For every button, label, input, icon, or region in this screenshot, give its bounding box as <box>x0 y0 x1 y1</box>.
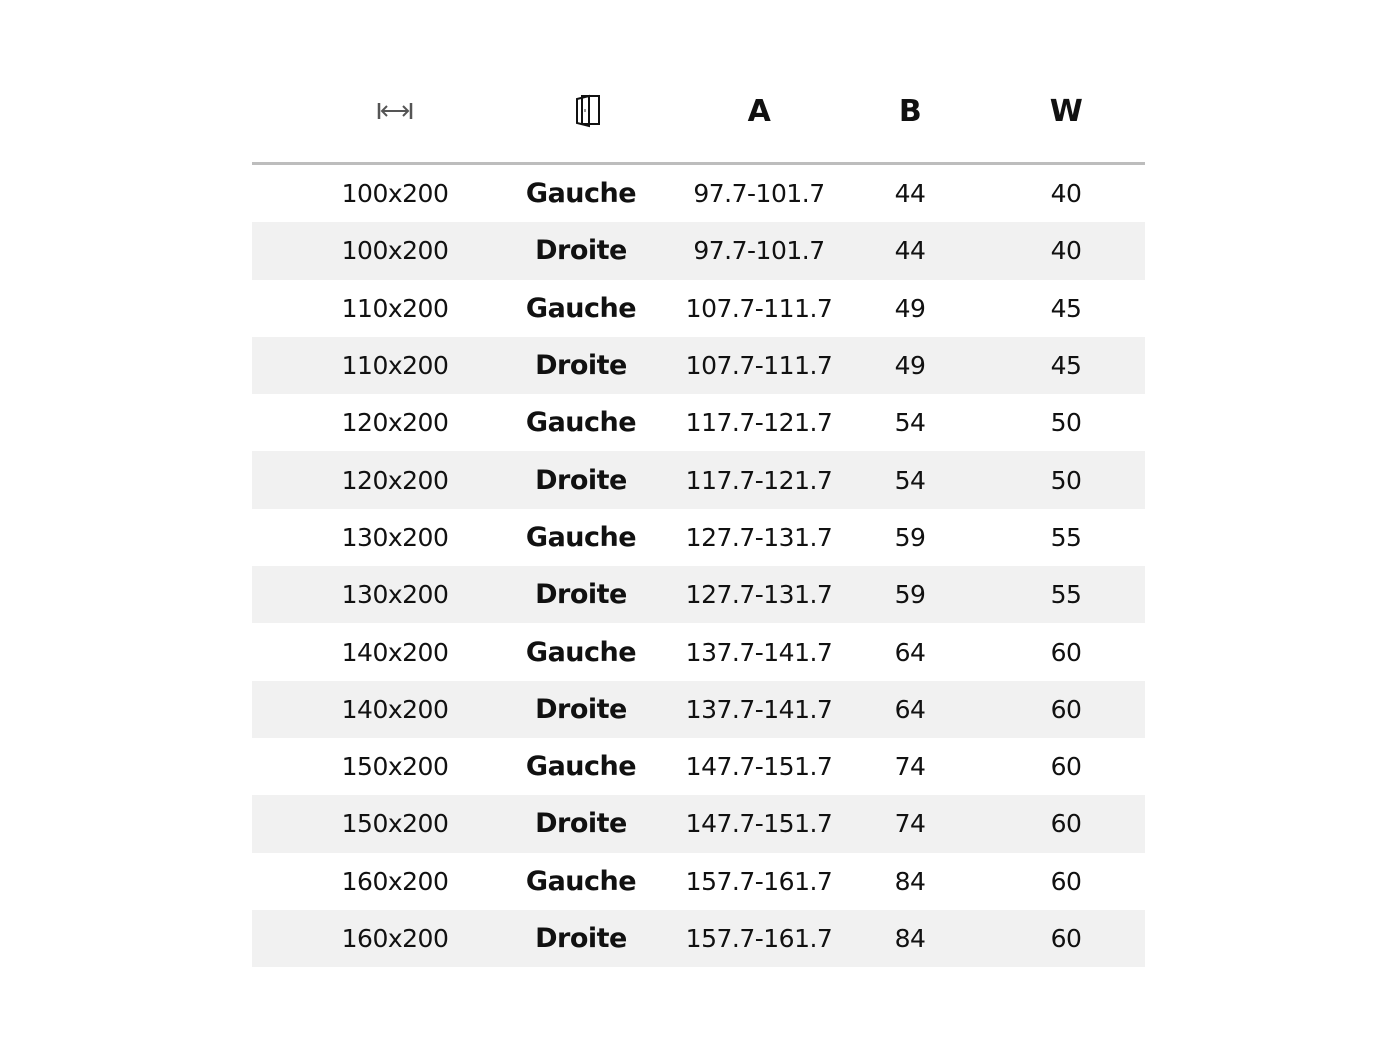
cell-side: Gauche <box>525 636 637 668</box>
cell-b: 84 <box>894 866 926 896</box>
cell-b: 54 <box>894 408 926 438</box>
cell-a: 137.7-141.7 <box>685 694 833 724</box>
cell-side: Droite <box>535 808 627 840</box>
cell-a: 97.7-101.7 <box>693 236 825 266</box>
cell-size: 150x200 <box>341 809 449 839</box>
cell-size: 100x200 <box>341 236 449 266</box>
table-row: 150x200 Gauche 147.7-151.7 74 60 <box>252 738 1145 795</box>
cell-size: 120x200 <box>341 408 449 438</box>
dimensions-table: A B W 100x200 Gauche 97.7-101.7 44 40 100x200… <box>252 60 1145 968</box>
cell-size: 110x200 <box>341 351 449 381</box>
cell-b: 49 <box>894 293 926 323</box>
cell-side: Droite <box>535 693 627 725</box>
width-arrows-icon <box>377 60 413 162</box>
cell-side: Droite <box>535 350 627 382</box>
cell-a: 97.7-101.7 <box>693 179 825 209</box>
cell-side: Gauche <box>525 178 637 210</box>
header-a: A <box>747 93 771 129</box>
cell-b: 54 <box>894 465 926 495</box>
cell-a: 147.7-151.7 <box>685 809 833 839</box>
cell-a: 157.7-161.7 <box>685 866 833 896</box>
cell-b: 74 <box>894 809 926 839</box>
cell-size: 130x200 <box>341 522 449 552</box>
cell-w: 55 <box>1050 580 1082 610</box>
cell-a: 157.7-161.7 <box>685 924 833 953</box>
cell-size: 160x200 <box>341 924 449 953</box>
table-row: 100x200 Droite 97.7-101.7 44 40 <box>252 222 1145 280</box>
cell-b: 74 <box>894 752 926 782</box>
cell-a: 147.7-151.7 <box>685 752 833 782</box>
cell-a: 117.7-121.7 <box>685 465 833 495</box>
table-row: 140x200 Droite 137.7-141.7 64 60 <box>252 680 1145 738</box>
cell-w: 45 <box>1050 293 1082 323</box>
table-row: 130x200 Gauche 127.7-131.7 59 55 <box>252 509 1145 566</box>
cell-a: 127.7-131.7 <box>685 580 833 610</box>
cell-a: 127.7-131.7 <box>685 522 833 552</box>
cell-b: 59 <box>894 522 926 552</box>
cell-size: 150x200 <box>341 752 449 782</box>
cell-b: 44 <box>894 179 926 209</box>
cell-side: Gauche <box>525 407 637 439</box>
table-row: 160x200 Droite 157.7-161.7 84 60 <box>252 909 1145 968</box>
cell-w: 40 <box>1050 236 1082 266</box>
cell-side: Droite <box>535 579 627 611</box>
cell-b: 49 <box>894 351 926 381</box>
cell-size: 140x200 <box>341 637 449 667</box>
cell-w: 60 <box>1050 924 1082 953</box>
cell-size: 160x200 <box>341 866 449 896</box>
cell-side: Droite <box>535 464 627 496</box>
door-icon <box>575 60 601 162</box>
cell-a: 107.7-111.7 <box>685 293 833 323</box>
table-header: A B W <box>252 60 1145 165</box>
cell-a: 107.7-111.7 <box>685 351 833 381</box>
cell-w: 60 <box>1050 809 1082 839</box>
header-b: B <box>898 93 922 129</box>
cell-side: Gauche <box>525 865 637 897</box>
cell-w: 45 <box>1050 351 1082 381</box>
cell-b: 59 <box>894 580 926 610</box>
cell-b: 44 <box>894 236 926 266</box>
table-row: 160x200 Gauche 157.7-161.7 84 60 <box>252 853 1145 910</box>
cell-w: 50 <box>1050 408 1082 438</box>
cell-b: 64 <box>894 637 926 667</box>
table-row: 120x200 Gauche 117.7-121.7 54 50 <box>252 394 1145 451</box>
cell-a: 137.7-141.7 <box>685 637 833 667</box>
cell-w: 50 <box>1050 465 1082 495</box>
header-w: W <box>1049 93 1083 129</box>
table-row: 120x200 Droite 117.7-121.7 54 50 <box>252 451 1145 509</box>
cell-w: 60 <box>1050 694 1082 724</box>
cell-side: Droite <box>535 923 627 954</box>
table-body: 100x200 Gauche 97.7-101.7 44 40 100x200 Droite… <box>252 165 1145 968</box>
table-row: 110x200 Droite 107.7-111.7 49 45 <box>252 336 1145 395</box>
cell-side: Gauche <box>525 292 637 324</box>
cell-side: Gauche <box>525 521 637 553</box>
cell-w: 60 <box>1050 866 1082 896</box>
table-row: 140x200 Gauche 137.7-141.7 64 60 <box>252 623 1145 680</box>
cell-w: 60 <box>1050 752 1082 782</box>
cell-size: 140x200 <box>341 694 449 724</box>
cell-size: 110x200 <box>341 293 449 323</box>
cell-side: Gauche <box>525 751 637 783</box>
cell-size: 100x200 <box>341 179 449 209</box>
table-row: 100x200 Gauche 97.7-101.7 44 40 <box>252 165 1145 222</box>
cell-a: 117.7-121.7 <box>685 408 833 438</box>
cell-w: 40 <box>1050 179 1082 209</box>
cell-b: 84 <box>894 924 926 953</box>
cell-w: 60 <box>1050 637 1082 667</box>
table-row: 150x200 Droite 147.7-151.7 74 60 <box>252 795 1145 853</box>
cell-w: 55 <box>1050 522 1082 552</box>
table-row: 130x200 Droite 127.7-131.7 59 55 <box>252 566 1145 624</box>
table-row: 110x200 Gauche 107.7-111.7 49 45 <box>252 280 1145 337</box>
cell-side: Droite <box>535 235 627 267</box>
cell-b: 64 <box>894 694 926 724</box>
cell-size: 120x200 <box>341 465 449 495</box>
cell-size: 130x200 <box>341 580 449 610</box>
